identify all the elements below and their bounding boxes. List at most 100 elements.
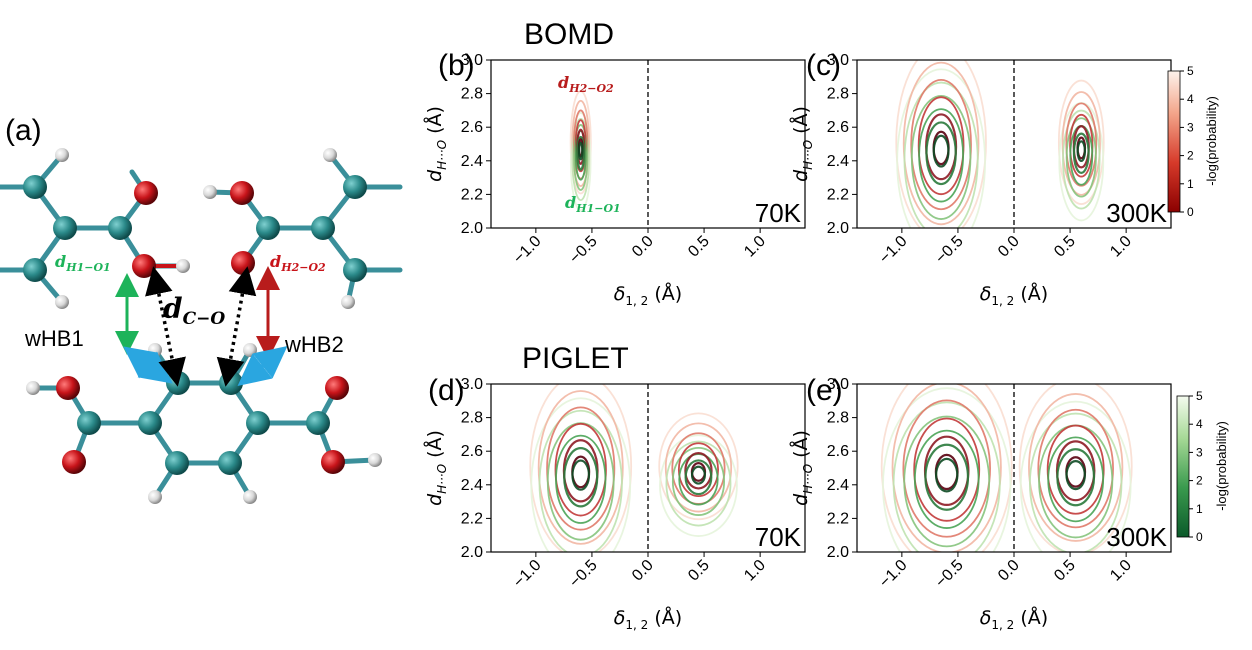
- dCO-left-arrow: [145, 266, 186, 387]
- x-tick-label: 0.0: [995, 557, 1023, 585]
- contour-green-level-4: [903, 81, 979, 228]
- contour-red-level-3: [1065, 102, 1098, 187]
- contour-green-level-5: [896, 68, 986, 228]
- panel-a-label: (a): [5, 114, 42, 147]
- contour-red-level-1: [925, 113, 958, 181]
- contour-green-level-3: [910, 94, 972, 220]
- colorbar-tick-label: 3: [1187, 120, 1194, 134]
- contour-red-level-4: [1061, 91, 1101, 196]
- panel-d: 2.0 2.2 2.4 2.6 2.8 3.0 −1.0 −0.5 0.0 0.5 1.0 δ1, 2…: [423, 374, 806, 632]
- carbon-atom: [218, 451, 242, 475]
- contour-green-level-1: [1072, 132, 1090, 174]
- dCO-right-arrow: [216, 266, 257, 387]
- colorbar-tick-label: 1: [1196, 502, 1203, 516]
- y-tick-label: 2.2: [461, 510, 483, 527]
- label-dH2O2: dH2−O2: [270, 252, 326, 274]
- x-axis-label: δ1, 2 (Å): [614, 282, 682, 308]
- y-axis-label: dH···O (Å): [789, 430, 815, 506]
- contour-green-level-0: [1065, 460, 1086, 491]
- oxygen-atom: [62, 450, 86, 474]
- contour-red-level-5: [1057, 79, 1105, 205]
- colorbar-tick-label: 3: [1196, 445, 1203, 459]
- y-tick-label: 2.4: [827, 477, 849, 494]
- hydrogen-atom: [148, 490, 162, 504]
- y-axis-label: dH···O (Å): [423, 430, 449, 506]
- colorbar-greens-label: -log(probability): [1214, 421, 1229, 511]
- contour-green-level-3: [671, 446, 726, 516]
- y-tick-label: 2.0: [461, 220, 483, 237]
- contour-red-level-5: [569, 90, 592, 195]
- y-tick-label: 2.2: [827, 186, 849, 203]
- carbon-atom: [311, 216, 335, 240]
- y-tick-label: 2.8: [461, 86, 483, 103]
- y-tick-label: 2.8: [827, 86, 849, 103]
- x-axis-label: δ1, 2 (Å): [614, 606, 682, 632]
- carbon-atom: [306, 411, 330, 435]
- carbon-atom: [246, 411, 270, 435]
- colorbar-tick-label: 2: [1187, 149, 1194, 163]
- contour-green-level-4: [571, 118, 590, 202]
- hydrogen-atom: [243, 490, 257, 504]
- colorbar-tick-label: 4: [1196, 417, 1203, 431]
- x-tick-label: 1.0: [1107, 233, 1135, 261]
- contour-green-level-5: [569, 112, 592, 212]
- panel-letter: (d): [428, 374, 465, 407]
- x-tick-label: −1.0: [510, 233, 544, 267]
- contour-red-level-2: [554, 422, 607, 517]
- contour-red-level-2: [913, 417, 981, 522]
- y-tick-label: 2.8: [461, 410, 483, 427]
- x-tick-label: −0.5: [566, 233, 600, 267]
- contour-green-level-4: [1029, 412, 1123, 552]
- contour-green-level-5: [882, 387, 1012, 552]
- x-tick-label: 1.0: [1107, 557, 1135, 585]
- x-tick-label: −0.5: [932, 557, 966, 591]
- carbon-atom: [166, 371, 190, 395]
- carbon-atom: [343, 258, 367, 282]
- contour-red-level-3: [1037, 408, 1114, 529]
- contour-red-level-4: [537, 390, 624, 545]
- contour-green-level-2: [918, 108, 964, 203]
- hydrogen-atom: [148, 343, 162, 357]
- contour-green-level-4: [892, 401, 1001, 552]
- y-tick-label: 2.6: [461, 443, 483, 460]
- contour-red-level-5: [658, 412, 739, 521]
- x-tick-label: 0.5: [685, 233, 713, 261]
- contour-red-level-4: [902, 61, 980, 226]
- contour-red-level-1: [562, 439, 599, 503]
- contour-green-level-1: [925, 121, 957, 186]
- y-tick-label: 2.0: [827, 544, 849, 561]
- colorbar-tick-label: 1: [1187, 177, 1194, 191]
- contour-red-level-1: [923, 435, 970, 507]
- y-tick-label: 2.4: [461, 153, 483, 170]
- oxygen-atom: [56, 376, 80, 400]
- y-tick-label: 2.2: [461, 186, 483, 203]
- x-tick-label: 0.0: [629, 233, 657, 261]
- oxygen-atom: [321, 450, 345, 474]
- carbon-atom: [219, 371, 243, 395]
- contour-green-level-0: [932, 134, 950, 168]
- contour-green-level-4: [665, 440, 732, 527]
- section-title-piglet: PIGLET: [522, 342, 629, 375]
- panel-e: 2.0 2.2 2.4 2.6 2.8 3.0 −1.0 −0.5 0.0 0.5 1.0 δ1, 2…: [789, 374, 1172, 632]
- colorbar-tick-label: 0: [1196, 530, 1203, 544]
- contour-lines: [895, 60, 1105, 228]
- y-tick-label: 3.0: [827, 376, 849, 393]
- ch-left-arrow: [123, 346, 173, 384]
- temperature-label: 300K: [1106, 198, 1167, 228]
- carbon-atom: [256, 216, 280, 240]
- colorbar-tick-label: 5: [1196, 389, 1203, 403]
- carbon-atom: [53, 216, 77, 240]
- atoms: [23, 148, 382, 504]
- x-tick-label: 0.5: [1051, 557, 1079, 585]
- y-tick-label: 2.6: [827, 443, 849, 460]
- carbon-atom: [77, 411, 101, 435]
- panel-b-label-dH1O1: dH1−O1: [565, 193, 621, 215]
- contour-panels: 2.0 2.2 2.4 2.6 2.8 3.0 −1.0 −0.5 0.0 0.5 1.0 δ1, 2…: [423, 49, 1172, 632]
- hydrogen-atom: [243, 343, 257, 357]
- label-wHB1: wHB1: [24, 326, 84, 351]
- section-title-bomd: BOMD: [524, 18, 614, 51]
- contour-green-level-0: [571, 459, 591, 491]
- x-tick-label: 0.5: [1051, 233, 1079, 261]
- x-axis-label: δ1, 2 (Å): [980, 606, 1048, 632]
